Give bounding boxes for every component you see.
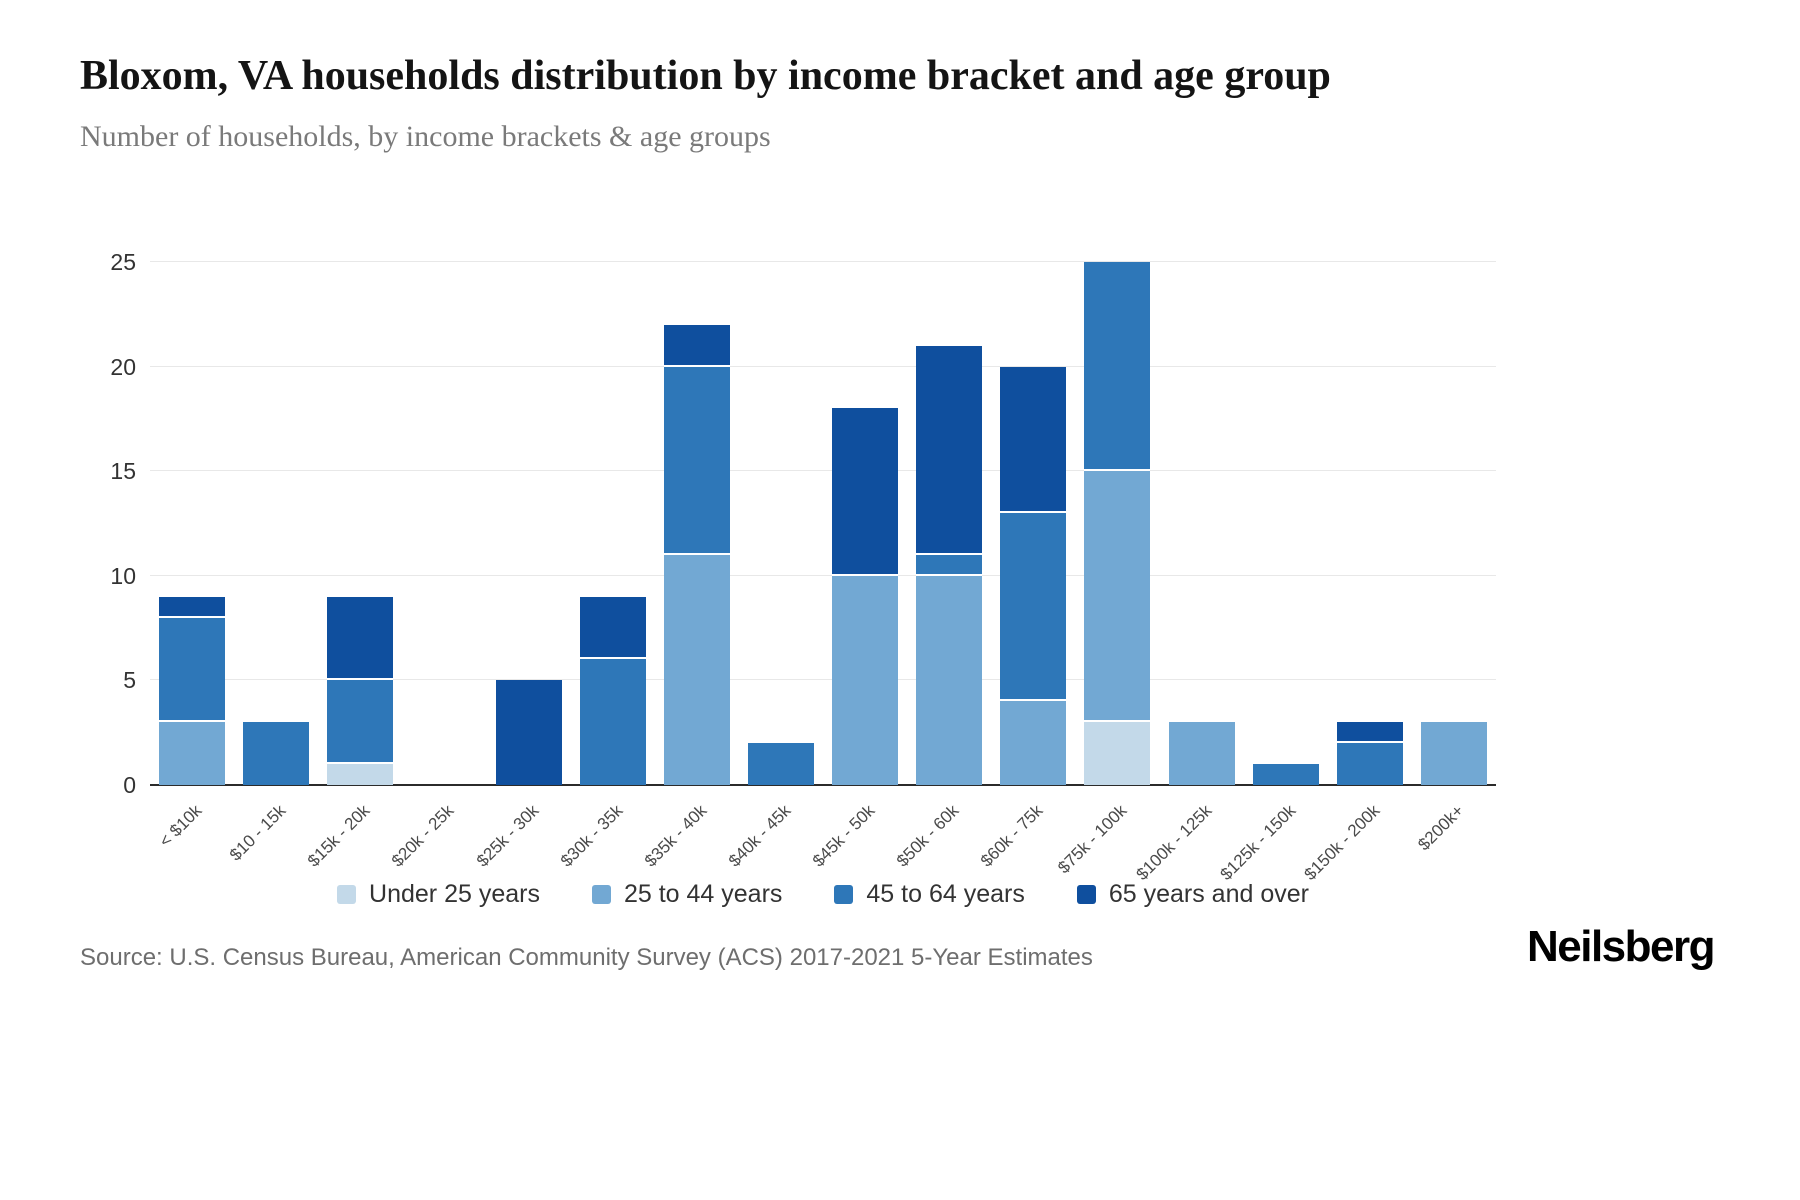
bar-segment [663, 554, 730, 785]
bar--150k-200k [1336, 722, 1403, 785]
legend-item[interactable]: Under 25 years [337, 880, 540, 909]
legend-label: 25 to 44 years [623, 880, 783, 908]
gridline [150, 679, 1496, 681]
brand-logo[interactable]: Neilsberg [1526, 922, 1716, 971]
bar--45k-50k [832, 408, 899, 785]
bar--30k-35k [579, 596, 646, 785]
bar-segment [159, 596, 226, 618]
legend-swatch [591, 885, 611, 904]
bar--75k-100k [1084, 262, 1151, 785]
bar-segment [1168, 722, 1235, 785]
bar-segment [663, 324, 730, 367]
legend-label: 65 years and over [1108, 880, 1309, 908]
chart-subtitle: Number of households, by income brackets… [80, 120, 771, 153]
bar-segment [1084, 722, 1151, 785]
bar-segment [1000, 513, 1067, 702]
x-axis-line [150, 784, 1496, 786]
bar--100k-125k [1168, 722, 1235, 785]
bar--35k-40k [663, 324, 730, 785]
bar-segment [1000, 701, 1067, 785]
bar-segment [327, 680, 394, 765]
legend-label: 45 to 64 years [866, 880, 1025, 908]
bar--25k-30k [495, 680, 562, 785]
legend-item[interactable]: 65 years and over [1076, 880, 1309, 909]
gridline [150, 365, 1496, 367]
y-tick-label: 20 [110, 353, 136, 380]
bar-segment [1084, 262, 1151, 472]
bar--50k-60k [916, 345, 983, 785]
bar-segment [159, 722, 226, 785]
legend-swatch [337, 885, 357, 904]
bar-segment [832, 575, 899, 785]
bar-segment [579, 596, 646, 660]
bar-segment [1336, 722, 1403, 744]
bar--15k-20k [327, 596, 394, 785]
gridline [150, 261, 1496, 262]
bar-segment [916, 554, 983, 576]
bar--10k [159, 596, 226, 785]
legend-item[interactable]: 45 to 64 years [834, 880, 1025, 909]
legend-label: Under 25 years [369, 880, 540, 908]
bar-segment [1336, 743, 1403, 785]
bar-segment [327, 596, 394, 681]
bar-segment [832, 408, 899, 576]
bar-segment [1252, 764, 1319, 785]
chart-title: Bloxom, VA households distribution by in… [80, 53, 1331, 99]
plot-area: 0 5 10 15 20 25 < $10k $10 - 15k $15k - 20k $20k … [110, 249, 1496, 884]
bar-segment [243, 722, 310, 785]
bar--10-15k [243, 722, 310, 785]
bar-segment [579, 659, 646, 785]
y-tick-label: 15 [110, 458, 136, 485]
bar-segment [1420, 722, 1487, 785]
bar-segment [1000, 366, 1067, 514]
y-tick-label: 5 [123, 667, 136, 694]
bar--40k-45k [747, 743, 814, 785]
y-tick-label: 10 [110, 562, 136, 589]
bar-segment [495, 680, 562, 785]
y-tick-label: 25 [110, 249, 136, 275]
legend-swatch [1076, 885, 1096, 904]
bar-segment [916, 575, 983, 785]
bar-segment [663, 366, 730, 555]
legend: Under 25 years 25 to 44 years 45 to 64 yea… [150, 880, 1496, 909]
gridline [150, 470, 1496, 472]
bar-segment [159, 617, 226, 723]
legend-swatch [834, 885, 854, 904]
bar--125k-150k [1252, 764, 1319, 785]
bar-segment [747, 743, 814, 785]
bar-segment [1084, 471, 1151, 723]
bar--200k- [1420, 722, 1487, 785]
gridline [150, 574, 1496, 576]
bar-segment [327, 764, 394, 785]
legend-item[interactable]: 25 to 44 years [591, 880, 783, 909]
y-tick-label: 0 [123, 772, 136, 798]
bar-segment [916, 345, 983, 555]
source-text: Source: U.S. Census Bureau, American Com… [80, 944, 1093, 971]
bar--60k-75k [1000, 366, 1067, 785]
